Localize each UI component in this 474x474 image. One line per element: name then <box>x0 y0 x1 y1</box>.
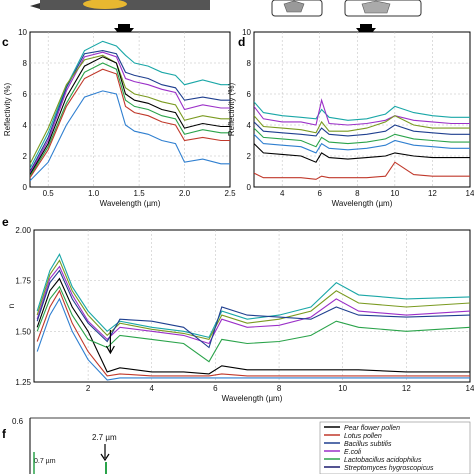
legend-entry-label: Lotus pollen <box>344 433 382 440</box>
series-line-e-5 <box>36 285 470 363</box>
ytick-label-e: 1.75 <box>15 277 31 286</box>
series-line-d-5 <box>254 133 470 154</box>
panel-letter-d: d <box>238 35 245 49</box>
legend-entry-label: Lactobacillus acidophilus <box>344 457 422 464</box>
series-line-c-6 <box>30 68 230 179</box>
x-axis-label-d: Wavelength (µm) <box>332 199 393 208</box>
chart-panel-d: 0 2 4 6 8 10 4 6 8 10 12 14 Wavelength (µm) Reflectiv… <box>227 28 474 208</box>
f-arrow-label: 2.7 µm <box>92 433 117 442</box>
series-line-d-3 <box>254 121 470 137</box>
panel-letter-e: e <box>2 215 9 229</box>
x-axis-label-e: Wavelength (µm) <box>222 394 283 403</box>
ytick-label-d: 6 <box>247 90 252 99</box>
xtick-label-c: 2.0 <box>179 189 191 198</box>
chart-panel-e: 1.25 1.50 1.75 2.00 2 4 6 8 10 12 14 Wavelength (µm… <box>7 226 474 403</box>
ytick-label-d: 8 <box>247 59 252 68</box>
ytick-label-c: 6 <box>23 90 28 99</box>
xtick-label-e: 4 <box>150 384 155 393</box>
xtick-label-c: 2.5 <box>224 189 236 198</box>
ytick-label-c: 2 <box>23 152 28 161</box>
series-line-c-2 <box>30 51 230 174</box>
series-line-d-7 <box>254 161 470 180</box>
panel-letter-c: c <box>2 35 9 49</box>
series-line-d-6 <box>254 143 470 163</box>
ytick-label-c: 4 <box>23 121 28 130</box>
xtick-label-d: 6 <box>318 189 323 198</box>
e-down-arrow-icon <box>105 330 115 355</box>
series-line-e-0 <box>36 253 470 339</box>
xtick-label-d: 12 <box>428 189 437 198</box>
xtick-label-c: 1.0 <box>88 189 100 198</box>
legend-box <box>319 421 471 474</box>
series-line-c-4 <box>30 56 230 175</box>
legend-entry-label: E.coli <box>344 449 362 456</box>
series-line-c-5 <box>30 62 230 177</box>
ytick-label-e: 2.00 <box>15 226 31 235</box>
series-line-e-4 <box>36 277 470 375</box>
ytick-label-c: 10 <box>18 28 27 37</box>
ytick-label-e: 1.50 <box>15 327 31 336</box>
device-arrow-icon <box>30 3 40 9</box>
sample-disk-image <box>83 0 127 9</box>
xtick-label-e: 12 <box>402 384 411 393</box>
ytick-label-d: 2 <box>247 152 252 161</box>
series-line-c-7 <box>30 90 230 182</box>
ytick-label-d: 4 <box>247 121 252 130</box>
series-line-c-0 <box>30 40 230 169</box>
series-line-d-1 <box>254 98 470 126</box>
plot-frame-d <box>253 31 471 188</box>
series-line-e-1 <box>36 259 470 341</box>
series-line-c-3 <box>30 54 230 165</box>
series-line-e-6 <box>36 289 470 377</box>
y-axis-label-e: n <box>7 304 16 308</box>
xtick-label-e: 14 <box>466 384 474 393</box>
legend-entry-label: Bacillus subtilis <box>344 441 392 448</box>
chart-panel-f: 0.6 2.7 µm 0.7 µm Pear flower pollenLotu… <box>12 417 471 474</box>
f-left-label: 0.7 µm <box>34 458 56 465</box>
xtick-label-c: 0.5 <box>43 189 55 198</box>
ytick-label-d: 0 <box>247 183 252 192</box>
xtick-label-e: 6 <box>213 384 218 393</box>
xtick-label-d: 10 <box>390 189 399 198</box>
xtick-label-d: 14 <box>466 189 474 198</box>
series-line-e-3 <box>36 269 470 349</box>
ytick-label-c: 0 <box>23 183 28 192</box>
xtick-label-e: 8 <box>277 384 282 393</box>
series-line-e-2 <box>36 265 470 345</box>
xtick-label-d: 8 <box>355 189 360 198</box>
prism-right-icon <box>361 0 391 14</box>
ytick-label-d: 10 <box>242 28 251 37</box>
prism-left-icon <box>283 0 305 13</box>
y-axis-label-c: Reflectivity (%) <box>3 82 12 136</box>
series-line-e-7 <box>36 297 470 381</box>
ytick-label-e: 1.25 <box>15 378 31 387</box>
f-down-arrow-icon <box>100 444 110 462</box>
plot-frame-e <box>33 229 471 383</box>
xtick-label-e: 10 <box>338 384 347 393</box>
panel-letter-f: f <box>2 427 7 441</box>
y-axis-label-d: Reflectivity (%) <box>227 82 236 136</box>
series-line-d-4 <box>254 127 470 148</box>
xtick-label-e: 2 <box>86 384 91 393</box>
f-ytick-top: 0.6 <box>12 417 24 426</box>
series-line-d-0 <box>254 101 470 121</box>
chart-panel-c: 0 2 4 6 8 10 0.5 1.0 1.5 2.0 2.5 Wavelength (µm) Ref… <box>3 28 236 208</box>
legend-entry-label: Pear flower pollen <box>344 425 400 432</box>
series-line-d-2 <box>254 115 470 134</box>
xtick-label-d: 4 <box>280 189 285 198</box>
x-axis-label-c: Wavelength (µm) <box>100 199 161 208</box>
legend-entry-label: Streptomyces hygroscopicus <box>344 465 434 472</box>
ytick-label-c: 8 <box>23 59 28 68</box>
xtick-label-c: 1.5 <box>134 189 146 198</box>
